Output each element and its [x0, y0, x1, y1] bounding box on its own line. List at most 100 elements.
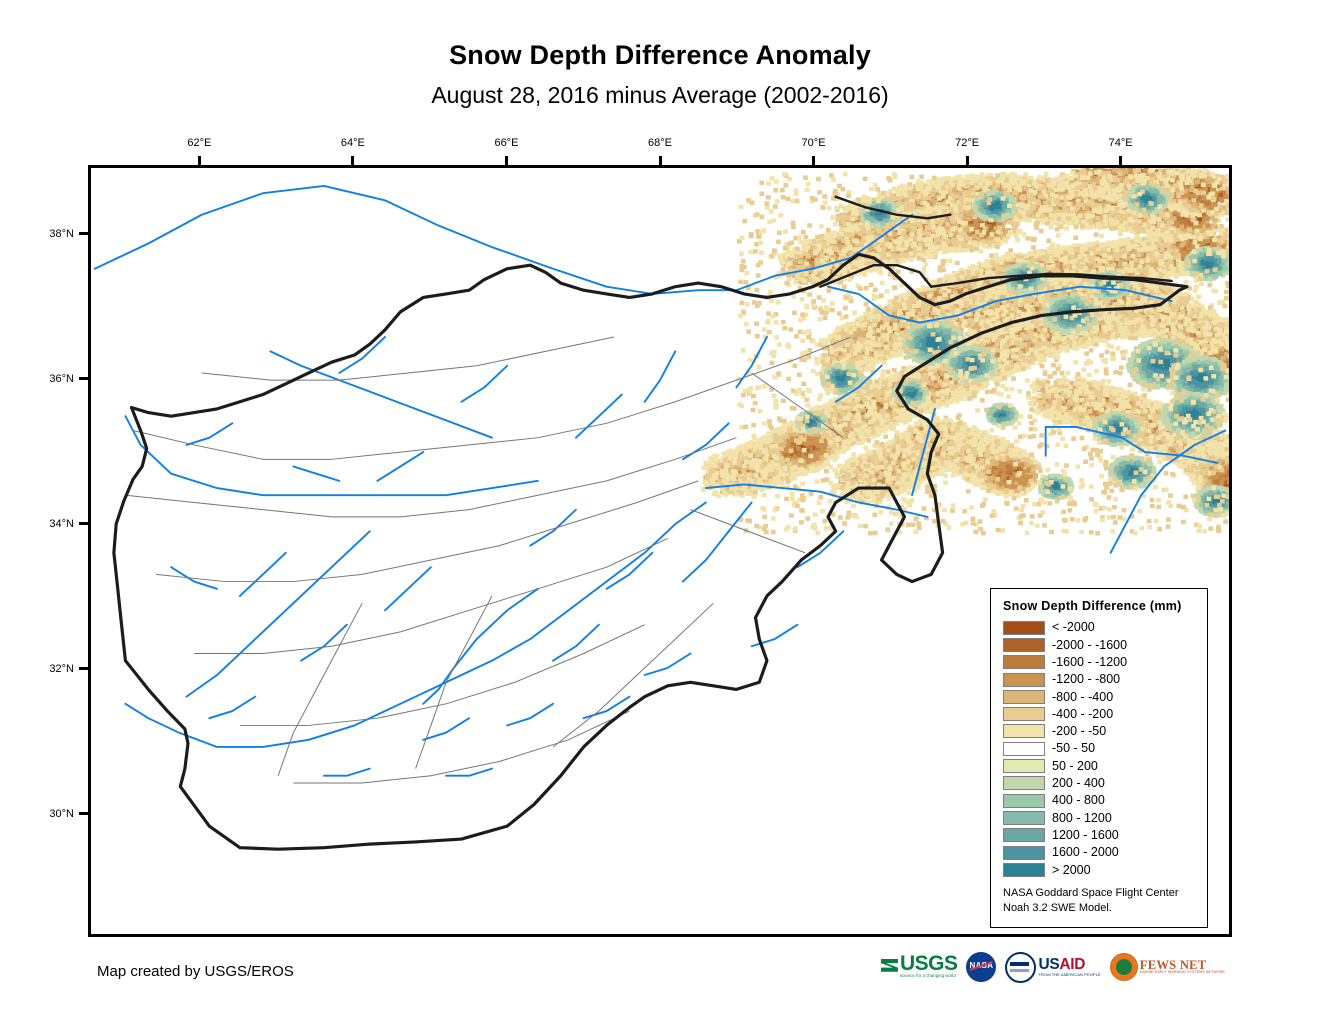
- usaid-us-text: US: [1038, 956, 1059, 973]
- fews-wordmark: FEWS NET: [1140, 959, 1225, 972]
- lon-tick: [965, 156, 969, 165]
- lon-tick: [1119, 156, 1123, 165]
- lon-tick: [197, 156, 201, 165]
- usgs-tagline: science for a changing world: [900, 973, 958, 978]
- legend-row: -1200 - -800: [1003, 671, 1197, 688]
- nasa-meatball-icon: NASA: [966, 952, 997, 982]
- map-canvas[interactable]: [91, 168, 1229, 934]
- legend-row: 200 - 400: [1003, 775, 1197, 792]
- lon-label: 62°E: [187, 137, 211, 149]
- lon-label: 72°E: [955, 137, 979, 149]
- usgs-wordmark: USGS: [900, 953, 958, 974]
- lon-label: 74°E: [1109, 137, 1133, 149]
- legend-swatch: [1003, 689, 1045, 704]
- usgs-wave-icon: [880, 958, 898, 972]
- lon-tick: [812, 156, 816, 165]
- legend-label: -2000 - -1600: [1052, 639, 1127, 652]
- legend-swatch: [1003, 707, 1045, 722]
- legend-panel[interactable]: Snow Depth Difference (mm) < -2000 -2000 …: [990, 588, 1208, 928]
- legend-label: < -2000: [1052, 621, 1095, 634]
- legend-label: > 2000: [1052, 864, 1091, 877]
- lat-label: 38°N: [49, 228, 74, 240]
- lon-tick: [504, 156, 508, 165]
- river-network: [93, 185, 1227, 777]
- legend-row: -800 - -400: [1003, 688, 1197, 705]
- legend-title: Snow Depth Difference (mm): [1003, 599, 1197, 613]
- legend-label: -400 - -200: [1052, 708, 1113, 721]
- lon-label: 70°E: [802, 137, 826, 149]
- legend-label: -200 - -50: [1052, 725, 1106, 738]
- usaid-tagline: FROM THE AMERICAN PEOPLE: [1038, 973, 1100, 977]
- lat-tick: [79, 812, 88, 816]
- usgs-logo[interactable]: USGS science for a changing world: [880, 952, 958, 982]
- legend-swatch: [1003, 655, 1045, 670]
- legend-swatch: [1003, 862, 1045, 877]
- usaid-aid-text: AID: [1059, 956, 1085, 973]
- legend-label: -1200 - -800: [1052, 673, 1120, 686]
- lat-tick: [79, 377, 88, 381]
- lat-label: 32°N: [49, 663, 74, 675]
- legend-note-line-2: Noah 3.2 SWE Model.: [1003, 901, 1197, 915]
- lat-label: 30°N: [49, 808, 74, 820]
- map-frame[interactable]: [88, 165, 1232, 937]
- lat-label: 36°N: [49, 373, 74, 385]
- logo-bar: USGS science for a changing world NASA U…: [880, 951, 1225, 983]
- legend-swatch: [1003, 776, 1045, 791]
- legend-label: -1600 - -1200: [1052, 656, 1127, 669]
- nasa-logo[interactable]: NASA: [966, 952, 997, 982]
- lon-label: 64°E: [341, 137, 365, 149]
- legend-label: 200 - 400: [1052, 777, 1105, 790]
- fews-logo[interactable]: FEWS NET FAMINE EARLY WARNING SYSTEMS NE…: [1109, 952, 1225, 982]
- legend-label: 1200 - 1600: [1052, 829, 1119, 842]
- lat-tick: [79, 522, 88, 526]
- legend-label: 400 - 800: [1052, 794, 1105, 807]
- graticule-labels: 62°E 64°E 66°E 68°E 70°E 72°E 74°E 30°N 32°N 34°N…: [49, 137, 1232, 937]
- legend-swatch: [1003, 810, 1045, 825]
- legend-swatch: [1003, 724, 1045, 739]
- lon-label: 68°E: [648, 137, 672, 149]
- usaid-logo[interactable]: USAID FROM THE AMERICAN PEOPLE: [1005, 951, 1101, 983]
- legend-row: 50 - 200: [1003, 757, 1197, 774]
- legend-label: -800 - -400: [1052, 691, 1113, 704]
- legend-row: 1200 - 1600: [1003, 827, 1197, 844]
- usaid-seal-icon: [1005, 951, 1037, 983]
- basin-boundaries: [125, 336, 852, 784]
- legend-swatch: [1003, 793, 1045, 808]
- fews-tagline: FAMINE EARLY WARNING SYSTEMS NETWORK: [1140, 971, 1225, 975]
- legend-row: -2000 - -1600: [1003, 636, 1197, 653]
- legend-swatch: [1003, 759, 1045, 774]
- legend-row: 1600 - 2000: [1003, 844, 1197, 861]
- legend-attribution: NASA Goddard Space Flight Center Noah 3.…: [1003, 886, 1197, 915]
- legend-row: 800 - 1200: [1003, 809, 1197, 826]
- page-title: Snow Depth Difference Anomaly: [0, 40, 1320, 71]
- page-subtitle: August 28, 2016 minus Average (2002-2016…: [0, 82, 1320, 109]
- lat-tick: [79, 667, 88, 671]
- legend-row: > 2000: [1003, 861, 1197, 878]
- map-credit: Map created by USGS/EROS: [97, 963, 294, 980]
- fews-globe-icon: [1109, 953, 1138, 981]
- legend-swatch: [1003, 672, 1045, 687]
- lon-tick: [658, 156, 662, 165]
- legend-label: 800 - 1200: [1052, 812, 1112, 825]
- legend-label: 1600 - 2000: [1052, 846, 1119, 859]
- legend-swatch: [1003, 741, 1045, 756]
- legend-swatch: [1003, 845, 1045, 860]
- legend-row: 400 - 800: [1003, 792, 1197, 809]
- legend-row: -1600 - -1200: [1003, 654, 1197, 671]
- lon-label: 66°E: [494, 137, 518, 149]
- nasa-wordmark: NASA: [966, 961, 996, 970]
- legend-row: -400 - -200: [1003, 705, 1197, 722]
- legend-swatch: [1003, 637, 1045, 652]
- legend-swatch: [1003, 620, 1045, 635]
- legend-label: 50 - 200: [1052, 760, 1098, 773]
- legend-row: -200 - -50: [1003, 723, 1197, 740]
- legend-label: -50 - 50: [1052, 742, 1095, 755]
- legend-note-line-1: NASA Goddard Space Flight Center: [1003, 886, 1197, 900]
- lat-tick: [79, 232, 88, 236]
- lat-label: 34°N: [49, 518, 74, 530]
- lon-tick: [351, 156, 355, 165]
- country-border: [112, 195, 1189, 851]
- legend-swatch: [1003, 828, 1045, 843]
- legend-class-list: < -2000 -2000 - -1600 -1600 - -1200 -1200 -…: [1003, 619, 1197, 878]
- legend-row: -50 - 50: [1003, 740, 1197, 757]
